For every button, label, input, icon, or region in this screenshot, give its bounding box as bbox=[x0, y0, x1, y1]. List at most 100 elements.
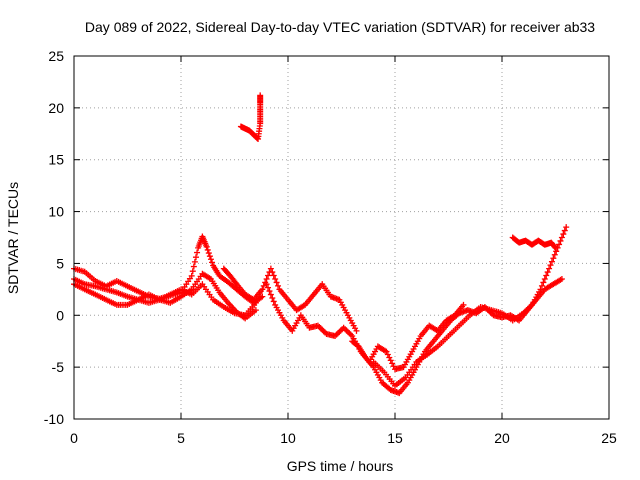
data-point bbox=[190, 263, 197, 270]
data-point bbox=[265, 272, 272, 279]
data-point bbox=[332, 333, 339, 340]
series-track-G bbox=[370, 224, 570, 389]
data-point bbox=[541, 275, 548, 282]
data-point bbox=[389, 360, 396, 367]
data-point bbox=[387, 357, 394, 364]
y-tick-label: 0 bbox=[56, 307, 64, 323]
data-point bbox=[316, 324, 323, 331]
data-point bbox=[563, 224, 570, 231]
data-point bbox=[207, 256, 214, 263]
chart-title: Day 089 of 2022, Sidereal Day-to-day VTE… bbox=[85, 19, 595, 35]
data-point bbox=[266, 288, 273, 295]
data-point bbox=[346, 330, 353, 337]
y-tick-label: -5 bbox=[52, 359, 65, 375]
data-point bbox=[314, 322, 321, 329]
grid-lines bbox=[74, 56, 609, 419]
data-point bbox=[557, 237, 564, 244]
data-point bbox=[386, 354, 393, 361]
x-tick-label: 5 bbox=[177, 430, 185, 446]
data-point bbox=[204, 246, 211, 253]
x-tick-labels: 0 5 10 15 20 25 bbox=[70, 430, 617, 446]
data-point bbox=[556, 241, 563, 248]
data-point bbox=[265, 284, 272, 291]
data-point bbox=[270, 298, 277, 305]
y-tick-label: 25 bbox=[48, 48, 64, 64]
data-point bbox=[537, 286, 544, 293]
data-point bbox=[275, 282, 282, 289]
data-point bbox=[263, 275, 270, 282]
data-point bbox=[340, 324, 347, 331]
data-point bbox=[267, 291, 274, 298]
data-point bbox=[206, 253, 213, 260]
series-track-C bbox=[71, 275, 259, 319]
data-point bbox=[205, 250, 212, 257]
data-point bbox=[272, 275, 279, 282]
data-point bbox=[273, 279, 280, 286]
data-point bbox=[550, 255, 557, 262]
data-point bbox=[319, 326, 326, 333]
data-point bbox=[269, 269, 276, 276]
data-point bbox=[188, 272, 195, 279]
y-tick-label: 15 bbox=[48, 152, 64, 168]
y-tick-labels: -10 -5 0 5 10 15 20 25 bbox=[44, 48, 64, 427]
y-tick-label: 5 bbox=[56, 255, 64, 271]
data-point bbox=[558, 234, 565, 241]
data-point bbox=[347, 331, 354, 338]
x-tick-label: 15 bbox=[387, 430, 403, 446]
data-point bbox=[252, 299, 259, 306]
data-point bbox=[259, 286, 266, 293]
data-point bbox=[561, 227, 568, 234]
data-point bbox=[257, 92, 264, 99]
data-point bbox=[320, 328, 327, 335]
data-point bbox=[538, 282, 545, 289]
data-point bbox=[267, 265, 274, 272]
series-track-F bbox=[349, 275, 565, 397]
y-tick-label: 20 bbox=[48, 100, 64, 116]
data-point bbox=[189, 268, 196, 275]
series-track-H bbox=[509, 234, 559, 251]
data-point bbox=[270, 272, 277, 279]
data-point bbox=[548, 258, 555, 265]
x-tick-label: 25 bbox=[601, 430, 617, 446]
data-point bbox=[344, 328, 351, 335]
data-point bbox=[460, 301, 467, 308]
data-point bbox=[543, 272, 550, 279]
y-axis-label: SDTVAR / TECUs bbox=[5, 182, 21, 294]
x-tick-label: 0 bbox=[70, 430, 78, 446]
data-point bbox=[558, 275, 565, 282]
data-point bbox=[343, 327, 350, 334]
data-point bbox=[384, 351, 391, 358]
data-point bbox=[269, 295, 276, 301]
data-point bbox=[353, 327, 360, 334]
data-point bbox=[336, 328, 343, 335]
plot-frame bbox=[73, 55, 610, 420]
data-point bbox=[544, 269, 551, 276]
data-point bbox=[547, 262, 554, 269]
data-point bbox=[194, 249, 201, 256]
data-point bbox=[263, 281, 270, 288]
data-point bbox=[337, 327, 344, 334]
data-point bbox=[540, 279, 547, 286]
data-point bbox=[259, 293, 266, 300]
data-point bbox=[203, 243, 210, 250]
data-point bbox=[192, 254, 199, 261]
y-tick-label: -10 bbox=[44, 411, 64, 427]
series-track-I bbox=[237, 92, 264, 142]
data-point bbox=[551, 251, 558, 258]
series-track-D bbox=[220, 265, 360, 334]
data-points bbox=[71, 92, 570, 397]
x-tick-label: 20 bbox=[494, 430, 510, 446]
data-point bbox=[191, 258, 198, 265]
data-point bbox=[560, 231, 567, 238]
data-point bbox=[552, 244, 559, 251]
data-point bbox=[546, 265, 553, 272]
axis-ticks bbox=[73, 55, 610, 420]
data-point bbox=[551, 244, 558, 251]
x-axis-label: GPS time / hours bbox=[287, 458, 394, 474]
data-point bbox=[252, 307, 259, 314]
data-point bbox=[553, 248, 560, 255]
y-tick-label: 10 bbox=[48, 204, 64, 220]
data-point bbox=[209, 259, 216, 266]
data-point bbox=[333, 331, 340, 338]
